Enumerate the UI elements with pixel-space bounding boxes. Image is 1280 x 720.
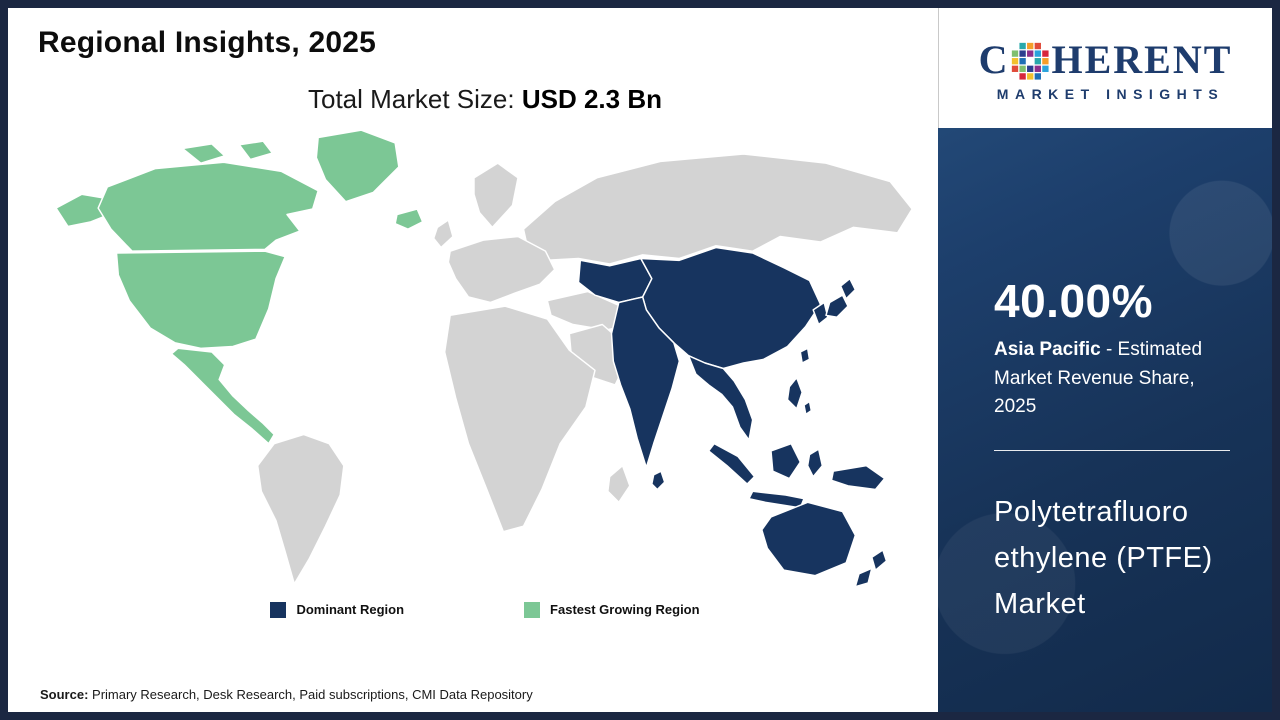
sidebar-divider xyxy=(994,449,1230,451)
sidebar: C HERENT MARKET INSIGHTS 40.00% Asia Pac… xyxy=(938,8,1272,712)
legend-item-dominant: Dominant Region xyxy=(270,601,405,618)
source-label: Source: xyxy=(40,687,89,702)
dominant-region-label: Dominant Region xyxy=(296,602,405,618)
stat-description: Asia Pacific - Estimated Market Revenue … xyxy=(994,336,1230,422)
source-text: Primary Research, Desk Research, Paid su… xyxy=(88,687,533,702)
source-note: Source: Primary Research, Desk Research,… xyxy=(38,681,932,704)
stat-region: Asia Pacific xyxy=(994,339,1101,360)
logo-letter-c: C xyxy=(978,37,1010,82)
brand-name: C HERENT xyxy=(979,40,1233,80)
page-title: Regional Insights, 2025 xyxy=(38,26,377,59)
logo-mosaic-icon xyxy=(1012,42,1050,80)
stat-value: 40.00% xyxy=(994,275,1154,327)
logo-letters-rest: HERENT xyxy=(1051,37,1233,82)
dominant-region-swatch-icon xyxy=(270,601,287,618)
region-asia-pacific xyxy=(577,246,888,588)
market-size-label: Total Market Size: xyxy=(307,84,522,114)
brand-subtitle: MARKET INSIGHTS xyxy=(996,86,1225,102)
sidebar-body: 40.00% Asia Pacific - Estimated Market R… xyxy=(938,128,1272,712)
brand-logo: C HERENT MARKET INSIGHTS xyxy=(938,8,1272,128)
market-size-value: USD 2.3 Bn xyxy=(521,84,662,114)
fastest-growing-region-swatch-icon xyxy=(524,601,541,618)
stat-desc-text: - Estimated Market Revenue Share, 2025 xyxy=(994,339,1203,417)
fastest-growing-region-label: Fastest Growing Region xyxy=(550,602,700,618)
world-map-svg xyxy=(55,129,913,588)
total-market-size: Total Market Size: USD 2.3 Bn xyxy=(38,84,932,115)
main-panel: Regional Insights, 2025 Total Market Siz… xyxy=(8,8,938,712)
region-north-america xyxy=(55,129,424,445)
legend-item-fastest: Fastest Growing Region xyxy=(524,601,700,618)
market-name: Polytetrafluoro ethylene (PTFE) Market xyxy=(994,495,1213,621)
legend: Dominant Region Fastest Growing Region xyxy=(38,601,932,618)
world-map xyxy=(45,121,925,598)
